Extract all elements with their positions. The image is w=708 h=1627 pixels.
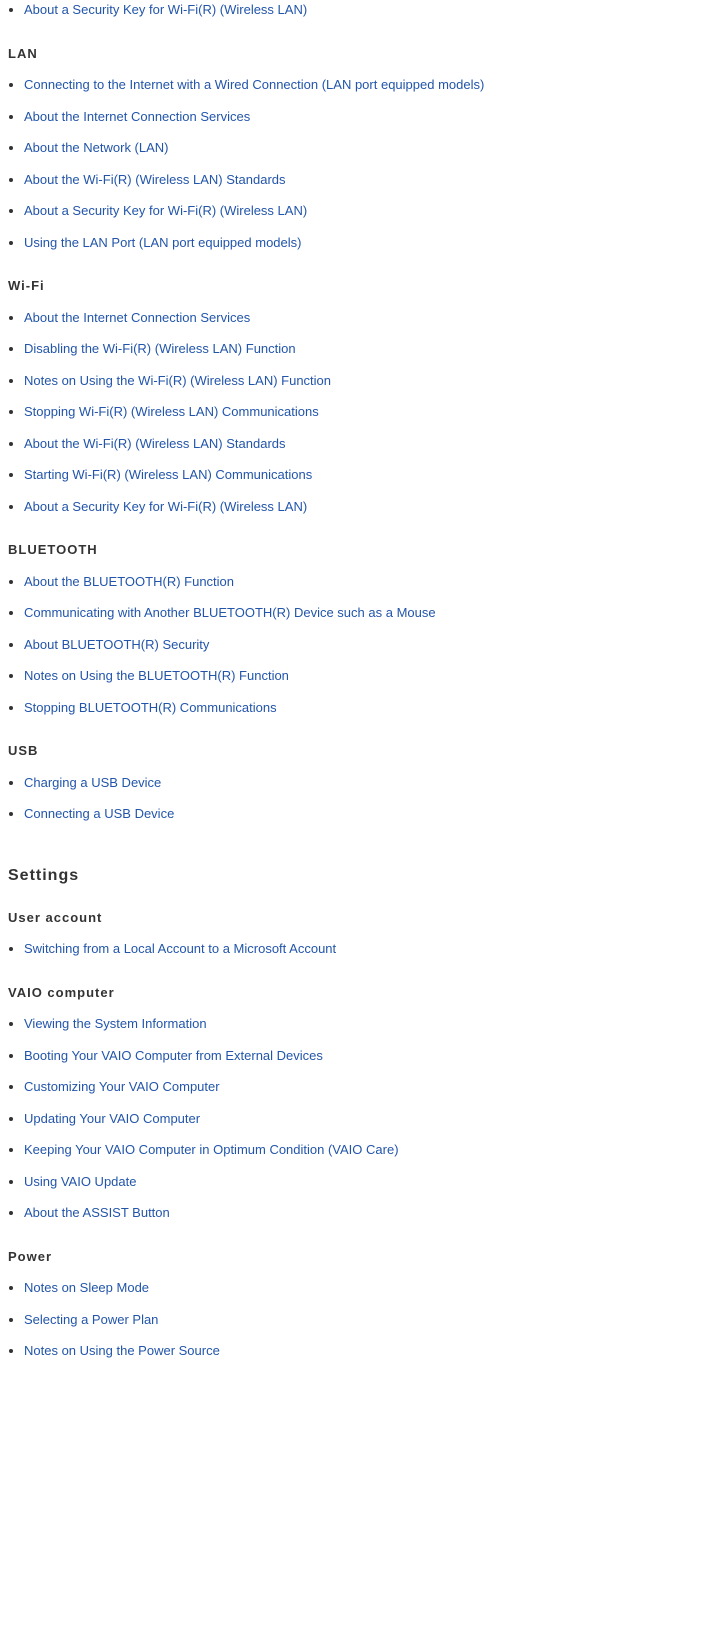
link-selecting-a-power-plan[interactable]: Selecting a Power Plan — [24, 1312, 158, 1327]
link-list-wi-fi: About the Internet Connection Services Di… — [8, 308, 700, 517]
link-list-bluetooth: About the BLUETOOTH(R) Function Communica… — [8, 572, 700, 718]
link-about-a-security-key-for-wi-fi-r-wireless-lan[interactable]: About a Security Key for Wi-Fi(R) (Wirel… — [24, 499, 307, 514]
list-item: Switching from a Local Account to a Micr… — [24, 939, 700, 959]
link-using-vaio-update[interactable]: Using VAIO Update — [24, 1174, 136, 1189]
link-list-vaio-computer: Viewing the System Information Booting Yo… — [8, 1014, 700, 1223]
list-item: About the BLUETOOTH(R) Function — [24, 572, 700, 592]
list-item: About a Security Key for Wi-Fi(R) (Wirel… — [24, 0, 700, 20]
list-item: About the Internet Connection Services — [24, 308, 700, 328]
link-notes-on-using-the-bluetooth-r-function[interactable]: Notes on Using the BLUETOOTH(R) Function — [24, 668, 289, 683]
link-list-lan: Connecting to the Internet with a Wired … — [8, 75, 700, 252]
link-communicating-with-another-bluetooth-r-device-such-as-a-mouse[interactable]: Communicating with Another BLUETOOTH(R) … — [24, 605, 436, 620]
link-connecting-a-usb-device[interactable]: Connecting a USB Device — [24, 806, 174, 821]
list-item: Using VAIO Update — [24, 1172, 700, 1192]
link-notes-on-using-the-wi-fi-r-wireless-lan-function[interactable]: Notes on Using the Wi-Fi(R) (Wireless LA… — [24, 373, 331, 388]
list-item: Starting Wi-Fi(R) (Wireless LAN) Communi… — [24, 465, 700, 485]
link-notes-on-using-the-power-source[interactable]: Notes on Using the Power Source — [24, 1343, 220, 1358]
link-switching-from-a-local-account-to-a-microsoft-account[interactable]: Switching from a Local Account to a Micr… — [24, 941, 336, 956]
list-item: About the ASSIST Button — [24, 1203, 700, 1223]
list-item: Stopping BLUETOOTH(R) Communications — [24, 698, 700, 718]
list-item: Updating Your VAIO Computer — [24, 1109, 700, 1129]
list-item: About the Internet Connection Services — [24, 107, 700, 127]
list-item: Customizing Your VAIO Computer — [24, 1077, 700, 1097]
link-charging-a-usb-device[interactable]: Charging a USB Device — [24, 775, 161, 790]
list-item: About the Wi-Fi(R) (Wireless LAN) Standa… — [24, 434, 700, 454]
sub-heading-vaio-computer: VAIO computer — [8, 983, 700, 1003]
list-item: Notes on Sleep Mode — [24, 1278, 700, 1298]
link-about-the-wi-fi-r-wireless-lan-standards[interactable]: About the Wi-Fi(R) (Wireless LAN) Standa… — [24, 436, 286, 451]
link-list-user-account: Switching from a Local Account to a Micr… — [8, 939, 700, 959]
link-about-bluetooth-r-security[interactable]: About BLUETOOTH(R) Security — [24, 637, 209, 652]
list-item: Notes on Using the Power Source — [24, 1341, 700, 1361]
list-item: Keeping Your VAIO Computer in Optimum Co… — [24, 1140, 700, 1160]
link-starting-wi-fi-r-wireless-lan-communications[interactable]: Starting Wi-Fi(R) (Wireless LAN) Communi… — [24, 467, 312, 482]
link-keeping-your-vaio-computer-in-optimum-condition-vaio-care[interactable]: Keeping Your VAIO Computer in Optimum Co… — [24, 1142, 399, 1157]
sub-heading-bluetooth: BLUETOOTH — [8, 540, 700, 560]
sub-heading-power: Power — [8, 1247, 700, 1267]
orphan-link-list: About a Security Key for Wi-Fi(R) (Wirel… — [8, 0, 700, 20]
list-item: About the Wi-Fi(R) (Wireless LAN) Standa… — [24, 170, 700, 190]
list-item: Charging a USB Device — [24, 773, 700, 793]
list-item: Using the LAN Port (LAN port equipped mo… — [24, 233, 700, 253]
link-about-a-security-key-for-wi-fi-r-wireless-lan[interactable]: About a Security Key for Wi-Fi(R) (Wirel… — [24, 203, 307, 218]
list-item: Stopping Wi-Fi(R) (Wireless LAN) Communi… — [24, 402, 700, 422]
link-about-the-assist-button[interactable]: About the ASSIST Button — [24, 1205, 170, 1220]
section-title-settings: Settings — [8, 864, 700, 888]
link-about-the-bluetooth-r-function[interactable]: About the BLUETOOTH(R) Function — [24, 574, 234, 589]
link-security-key-top[interactable]: About a Security Key for Wi-Fi(R) (Wirel… — [24, 2, 307, 17]
list-item: Communicating with Another BLUETOOTH(R) … — [24, 603, 700, 623]
link-updating-your-vaio-computer[interactable]: Updating Your VAIO Computer — [24, 1111, 200, 1126]
sub-heading-user-account: User account — [8, 908, 700, 928]
list-item: Disabling the Wi-Fi(R) (Wireless LAN) Fu… — [24, 339, 700, 359]
list-item: About BLUETOOTH(R) Security — [24, 635, 700, 655]
link-about-the-network-lan[interactable]: About the Network (LAN) — [24, 140, 169, 155]
link-list-power: Notes on Sleep Mode Selecting a Power Pla… — [8, 1278, 700, 1361]
list-item: About a Security Key for Wi-Fi(R) (Wirel… — [24, 201, 700, 221]
link-list-usb: Charging a USB Device Connecting a USB De… — [8, 773, 700, 824]
list-item: About a Security Key for Wi-Fi(R) (Wirel… — [24, 497, 700, 517]
sub-heading-usb: USB — [8, 741, 700, 761]
link-customizing-your-vaio-computer[interactable]: Customizing Your VAIO Computer — [24, 1079, 220, 1094]
list-item: Notes on Using the BLUETOOTH(R) Function — [24, 666, 700, 686]
link-stopping-bluetooth-r-communications[interactable]: Stopping BLUETOOTH(R) Communications — [24, 700, 277, 715]
link-about-the-internet-connection-services[interactable]: About the Internet Connection Services — [24, 109, 250, 124]
link-connecting-to-the-internet-with-a-wired-connection-lan-port-equipped-models[interactable]: Connecting to the Internet with a Wired … — [24, 77, 484, 92]
link-disabling-the-wi-fi-r-wireless-lan-function[interactable]: Disabling the Wi-Fi(R) (Wireless LAN) Fu… — [24, 341, 296, 356]
link-about-the-wi-fi-r-wireless-lan-standards[interactable]: About the Wi-Fi(R) (Wireless LAN) Standa… — [24, 172, 286, 187]
link-viewing-the-system-information[interactable]: Viewing the System Information — [24, 1016, 207, 1031]
link-notes-on-sleep-mode[interactable]: Notes on Sleep Mode — [24, 1280, 149, 1295]
list-item: About the Network (LAN) — [24, 138, 700, 158]
list-item: Notes on Using the Wi-Fi(R) (Wireless LA… — [24, 371, 700, 391]
link-stopping-wi-fi-r-wireless-lan-communications[interactable]: Stopping Wi-Fi(R) (Wireless LAN) Communi… — [24, 404, 319, 419]
link-using-the-lan-port-lan-port-equipped-models[interactable]: Using the LAN Port (LAN port equipped mo… — [24, 235, 301, 250]
list-item: Connecting to the Internet with a Wired … — [24, 75, 700, 95]
list-item: Booting Your VAIO Computer from External… — [24, 1046, 700, 1066]
list-item: Connecting a USB Device — [24, 804, 700, 824]
sub-heading-lan: LAN — [8, 44, 700, 64]
sub-heading-wi-fi: Wi-Fi — [8, 276, 700, 296]
list-item: Viewing the System Information — [24, 1014, 700, 1034]
link-booting-your-vaio-computer-from-external-devices[interactable]: Booting Your VAIO Computer from External… — [24, 1048, 323, 1063]
link-about-the-internet-connection-services[interactable]: About the Internet Connection Services — [24, 310, 250, 325]
list-item: Selecting a Power Plan — [24, 1310, 700, 1330]
